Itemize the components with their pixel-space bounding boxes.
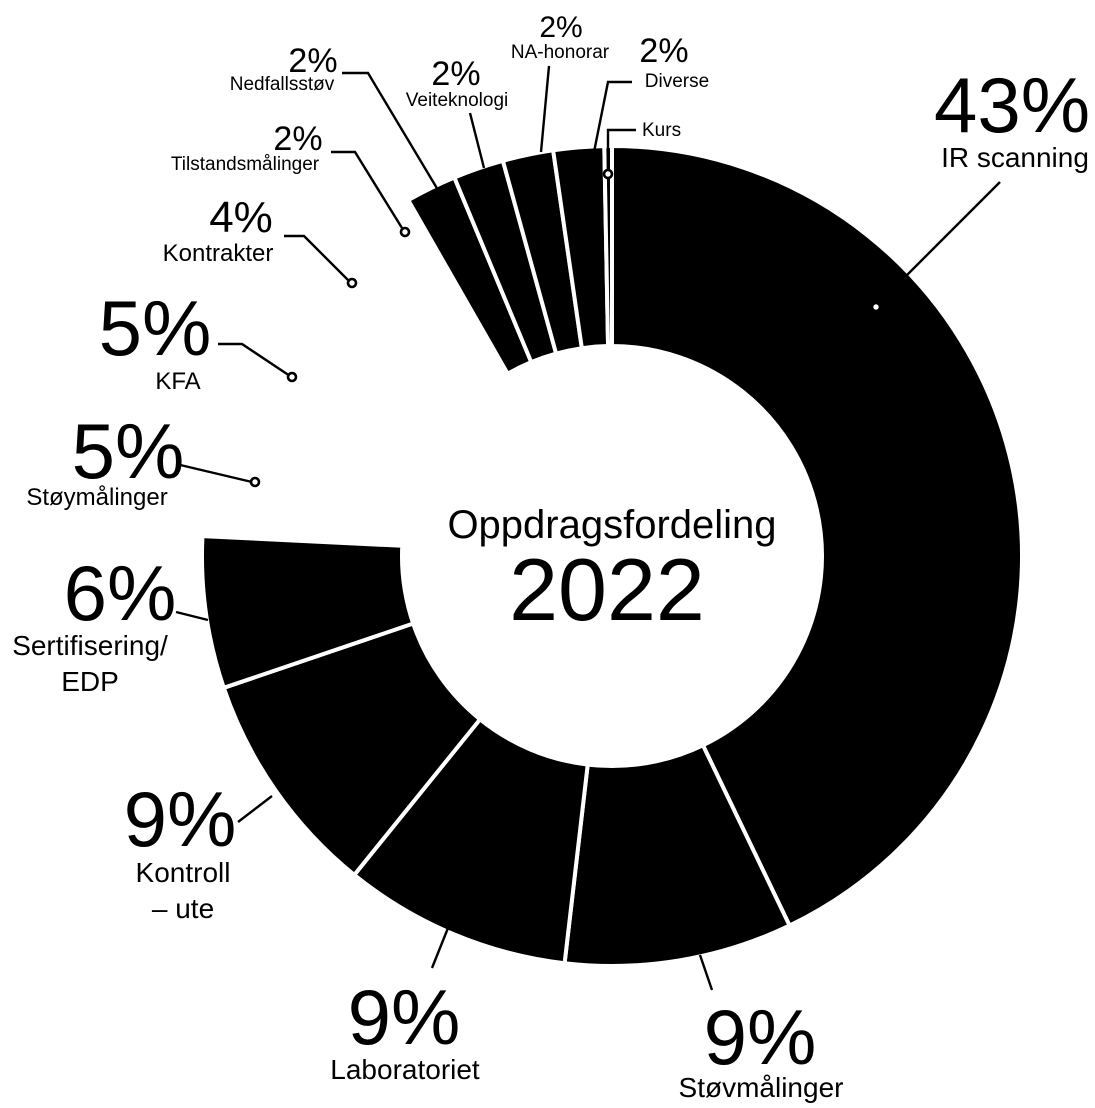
leader-line-sertifisering-edp (175, 610, 209, 622)
value-label-kontrakter: 4% (209, 193, 273, 242)
slice-label-nedfallsstov: Nedfallsstøv (230, 74, 335, 95)
leader-dot-kurs (602, 168, 614, 180)
slice-label-kontroll-ute: Kontroll – ute (136, 857, 231, 924)
value-label-kontroll-ute: 9% (124, 775, 237, 863)
leader-line-kfa (218, 342, 291, 377)
slice-label-kontrakter: Kontrakter (163, 240, 274, 267)
leader-line-stoymalinger (175, 462, 253, 484)
value-label-stovmalinger: 9% (704, 993, 817, 1081)
leader-line-diverse (592, 80, 632, 153)
slice-kfa (228, 299, 449, 482)
slice-label-kurs: Kurs (642, 120, 681, 141)
leader-line-kontrakter (284, 234, 349, 281)
slice-label-veiteknologi: Veiteknologi (406, 90, 508, 111)
leader-line-laboratoriet (430, 927, 450, 969)
slice-kontrakter (291, 228, 486, 425)
leader-lines (175, 65, 1001, 991)
value-label-na-honorar: 2% (539, 11, 582, 44)
value-label-diverse: 2% (639, 32, 688, 70)
leader-line-na-honorar (539, 65, 551, 153)
value-label-stoymalinger: 5% (72, 407, 185, 495)
slice-sertifisering-edp (200, 534, 416, 691)
donut-slices (200, 143, 1024, 968)
slice-stoymalinger (202, 410, 416, 546)
slice-labels: 43%IR scanning9%Støvmålinger9%Laboratori… (12, 11, 1090, 1103)
leader-dot-tilstandsmalinger (399, 226, 411, 238)
chart-subtitle: 2022 (509, 540, 705, 639)
slice-tilstandsmalinger (365, 200, 508, 389)
value-label-sertifisering-edp: 6% (64, 549, 177, 637)
slice-label-laboratoriet: Laboratoriet (330, 1054, 480, 1085)
value-label-nedfallsstov: 2% (288, 42, 337, 80)
leader-line-nedfallsstov (342, 71, 440, 191)
slice-label-ir-scanning: IR scanning (941, 142, 1089, 173)
slice-ir-scanning (610, 143, 1024, 929)
leader-line-kontroll-ute (237, 795, 273, 823)
slice-label-na-honorar: NA-honorar (511, 42, 610, 63)
leader-line-kurs (606, 128, 636, 172)
leader-line-veiteknologi (468, 112, 486, 169)
slice-label-diverse: Diverse (645, 71, 709, 92)
slice-label-sertifisering-edp: Sertifisering/EDP (12, 630, 168, 697)
slice-label-stovmalinger: Støvmålinger (679, 1072, 844, 1103)
value-label-ir-scanning: 43% (934, 61, 1090, 149)
value-label-laboratoriet: 9% (348, 973, 461, 1061)
value-label-veiteknologi: 2% (431, 55, 480, 93)
chart-title: Oppdragsfordeling (447, 503, 776, 547)
leader-dot-kfa (286, 371, 298, 383)
leader-line-ir-scanning (883, 181, 1001, 299)
leader-dot-stoymalinger (249, 476, 261, 488)
value-label-tilstandsmalinger: 2% (273, 120, 322, 158)
slice-label-kfa: KFA (155, 368, 200, 395)
leader-dot-ir-scanning (870, 301, 882, 313)
slice-label-tilstandsmalinger: Tilstandsmålinger (171, 154, 320, 175)
slice-label-stoymalinger: Støymålinger (26, 484, 167, 511)
leader-line-stovmalinger (698, 954, 714, 991)
leader-line-tilstandsmalinger (331, 150, 404, 229)
value-label-kfa: 5% (99, 284, 212, 372)
leader-dot-kontrakter (346, 277, 358, 289)
